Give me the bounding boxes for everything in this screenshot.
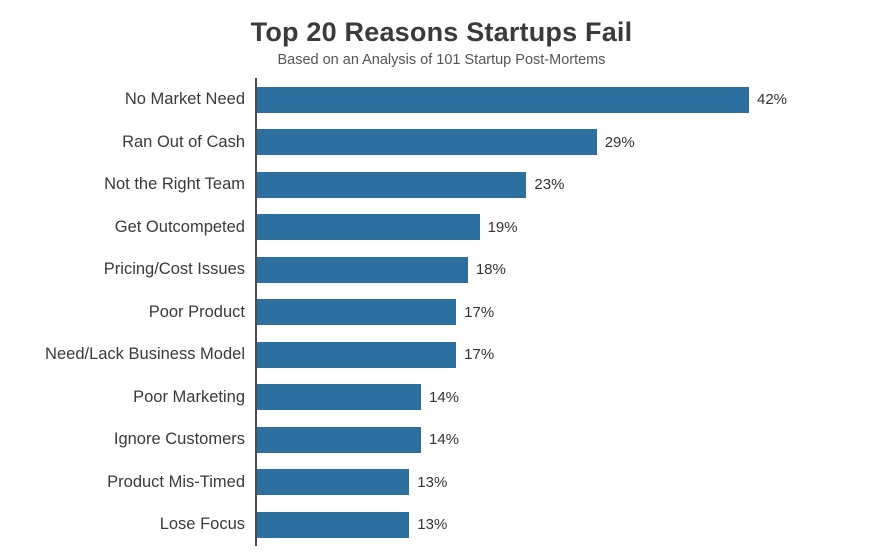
- chart-body: No Market Need Ran Out of Cash Not the Rig…: [0, 78, 883, 546]
- bar-row: 17%: [257, 333, 883, 376]
- bar-row: 42%: [257, 78, 883, 121]
- bar-value: 13%: [417, 516, 448, 534]
- bar-label: Lose Focus: [159, 515, 245, 534]
- bar-label: Get Outcompeted: [114, 217, 245, 236]
- bar-value: 17%: [464, 346, 495, 364]
- bar-row: 19%: [257, 206, 883, 249]
- bar: [257, 214, 480, 241]
- bar-label: Ignore Customers: [113, 430, 245, 449]
- bar-value: 18%: [475, 261, 506, 279]
- plot-area: 42% 29% 23% 19% 18% 17% 17% 14% 14% 13% 13%: [255, 78, 883, 546]
- bar-value: 17%: [464, 303, 495, 321]
- chart-header: Top 20 Reasons Startups Fail Based on an…: [0, 0, 883, 68]
- bar-label: Poor Product: [148, 302, 245, 321]
- bar-row: 17%: [257, 291, 883, 334]
- bar-label: Not the Right Team: [104, 175, 245, 194]
- chart-title: Top 20 Reasons Startups Fail: [250, 17, 633, 47]
- chart-subtitle: Based on an Analysis of 101 Startup Post…: [277, 52, 606, 69]
- bar-value: 23%: [534, 176, 565, 194]
- bar-value: 42%: [757, 91, 788, 109]
- bar-row: 13%: [257, 461, 883, 504]
- bar-value: 29%: [604, 133, 635, 151]
- bar-label: Poor Marketing: [133, 387, 245, 406]
- bar-label: Need/Lack Business Model: [45, 345, 245, 364]
- bar: [257, 511, 410, 538]
- bar-label: No Market Need: [124, 90, 245, 109]
- bar: [257, 341, 457, 368]
- bar-row: 18%: [257, 248, 883, 291]
- bar-row: 23%: [257, 163, 883, 206]
- bar-row: 29%: [257, 121, 883, 164]
- bar: [257, 256, 468, 283]
- bar-label: Product Mis-Timed: [107, 472, 245, 491]
- bar-row: 13%: [257, 503, 883, 546]
- bar-row: 14%: [257, 418, 883, 461]
- bar: [257, 299, 457, 326]
- bar-row: 14%: [257, 376, 883, 419]
- bar-value: 14%: [429, 431, 460, 449]
- bar-value: 19%: [487, 218, 518, 236]
- bar: [257, 171, 527, 198]
- bar: [257, 86, 749, 113]
- bar: [257, 426, 421, 453]
- bar-value: 13%: [417, 473, 448, 491]
- bar: [257, 469, 410, 496]
- label-column: No Market Need Ran Out of Cash Not the Rig…: [0, 78, 255, 546]
- bar: [257, 129, 597, 156]
- bar-label: Pricing/Cost Issues: [103, 260, 245, 279]
- bar-label: Ran Out of Cash: [122, 132, 245, 151]
- bar-value: 14%: [429, 388, 460, 406]
- bar: [257, 384, 421, 411]
